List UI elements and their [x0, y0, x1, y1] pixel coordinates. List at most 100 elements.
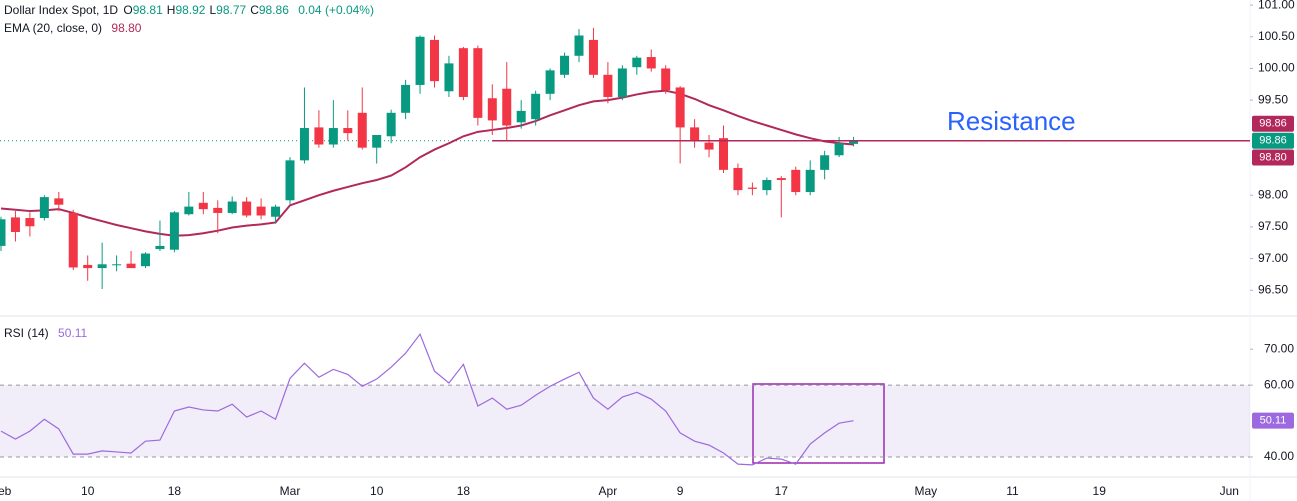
candle-body — [39, 197, 49, 219]
candle-body — [805, 169, 815, 193]
candle-body — [357, 112, 367, 148]
candle-body — [54, 198, 64, 205]
resistance-tag: 98.86 — [1259, 118, 1287, 130]
candle-body — [617, 68, 627, 97]
candle-body — [430, 39, 439, 82]
candle-body — [516, 110, 526, 123]
candle-body — [747, 187, 757, 189]
candle-body — [415, 36, 425, 85]
symbol: Dollar Index Spot, 1D — [4, 3, 119, 17]
candle-body — [97, 264, 107, 269]
x-tick-label: 10 — [81, 484, 95, 498]
candle-body — [588, 39, 598, 75]
x-tick-label: 17 — [775, 484, 789, 498]
ema-line — [0, 89, 854, 237]
ohlc-value: 98.86 — [258, 3, 289, 17]
y-tick-label: 98.00 — [1258, 187, 1288, 201]
candle-body — [849, 140, 859, 144]
ema-name: EMA (20, close, 0) — [4, 21, 103, 35]
candle-body — [661, 68, 671, 90]
y-tick-label: 100.00 — [1258, 61, 1295, 75]
candle-body — [704, 142, 714, 150]
candle-body — [820, 155, 830, 170]
rsi-tag-bg — [1252, 412, 1294, 429]
y-tick-label: 96.50 — [1258, 282, 1288, 296]
y-tick-label: 40.00 — [1264, 449, 1294, 463]
ohlc: O98.81 H98.92 L98.77 C98.86 — [123, 3, 293, 17]
candle-body — [256, 206, 266, 216]
x-tick-label: May — [914, 484, 937, 498]
highlight-box — [752, 383, 885, 464]
candle-body — [0, 219, 6, 246]
candle-body — [155, 245, 165, 250]
y-tick-label: 101.00 — [1258, 0, 1295, 11]
candle-body — [574, 35, 584, 56]
candle-body — [675, 87, 685, 128]
candle-body — [343, 128, 353, 134]
close-tag: 98.86 — [1259, 135, 1287, 147]
y-tick-label: 99.50 — [1258, 92, 1288, 106]
ema-value: 98.80 — [111, 21, 142, 35]
ohlc-key: L — [209, 3, 217, 17]
ohlc-value: 98.81 — [132, 3, 163, 17]
candle-body — [386, 112, 396, 137]
candle-body — [227, 201, 237, 213]
rsi-name: RSI (14) — [4, 326, 49, 340]
candle-body — [487, 98, 497, 121]
ema-tag-bg — [1252, 149, 1294, 166]
candle-body — [372, 135, 382, 148]
candle-body — [502, 88, 512, 126]
rsi-legend: RSI (14) 50.11 — [4, 326, 89, 340]
rsi-value: 50.11 — [58, 326, 88, 340]
candle-body — [68, 212, 78, 268]
candle-body — [198, 202, 208, 210]
candle-body — [184, 206, 194, 215]
x-tick-label: Jun — [1220, 484, 1239, 498]
candle-body — [10, 217, 20, 232]
resistance-label: Resistance — [947, 106, 1076, 136]
candle-body — [271, 206, 281, 217]
candle-body — [299, 128, 309, 161]
rsi-tag: 50.11 — [1260, 415, 1287, 427]
x-tick-label: Mar — [280, 484, 301, 498]
close-tag-bg — [1252, 132, 1294, 149]
candle-body — [719, 138, 728, 170]
candle-body — [242, 201, 252, 216]
candle-body — [401, 84, 411, 113]
x-tick-label: Apr — [599, 484, 618, 498]
candle-body — [762, 180, 772, 191]
candle-body — [646, 57, 656, 69]
x-tick-label: 19 — [1093, 484, 1107, 498]
ohlc-key: C — [250, 3, 259, 17]
candle-body — [690, 127, 700, 142]
x-tick-label: 9 — [677, 484, 684, 498]
ohlc-value: 98.92 — [175, 3, 206, 17]
y-tick-label: 97.50 — [1258, 219, 1288, 233]
y-tick-label: 100.50 — [1258, 29, 1295, 43]
y-tick-label: 70.00 — [1264, 341, 1294, 355]
candle-body — [473, 48, 483, 118]
candle-body — [25, 218, 35, 227]
candle-body — [213, 207, 223, 213]
x-tick-label: Feb — [0, 484, 12, 498]
resistance-tag-bg — [1252, 115, 1294, 132]
x-tick-label: 18 — [168, 484, 182, 498]
y-tick-label: 97.00 — [1258, 251, 1288, 265]
candle-body — [444, 63, 454, 92]
candle-body — [83, 264, 93, 269]
candle-body — [603, 74, 613, 97]
change: 0.04 (+0.04%) — [298, 3, 374, 17]
rsi-band — [0, 385, 1250, 457]
y-tick-label: 60.00 — [1264, 377, 1294, 391]
rsi-line — [0, 332, 854, 466]
candle-body — [545, 70, 555, 94]
candle-body — [733, 167, 743, 191]
candle-body — [531, 93, 541, 120]
ohlc-value: 98.77 — [216, 3, 247, 17]
candle-body — [328, 128, 338, 145]
ohlc-key: O — [123, 3, 133, 17]
candle-body — [141, 253, 150, 267]
x-tick-label: 11 — [1006, 484, 1019, 498]
